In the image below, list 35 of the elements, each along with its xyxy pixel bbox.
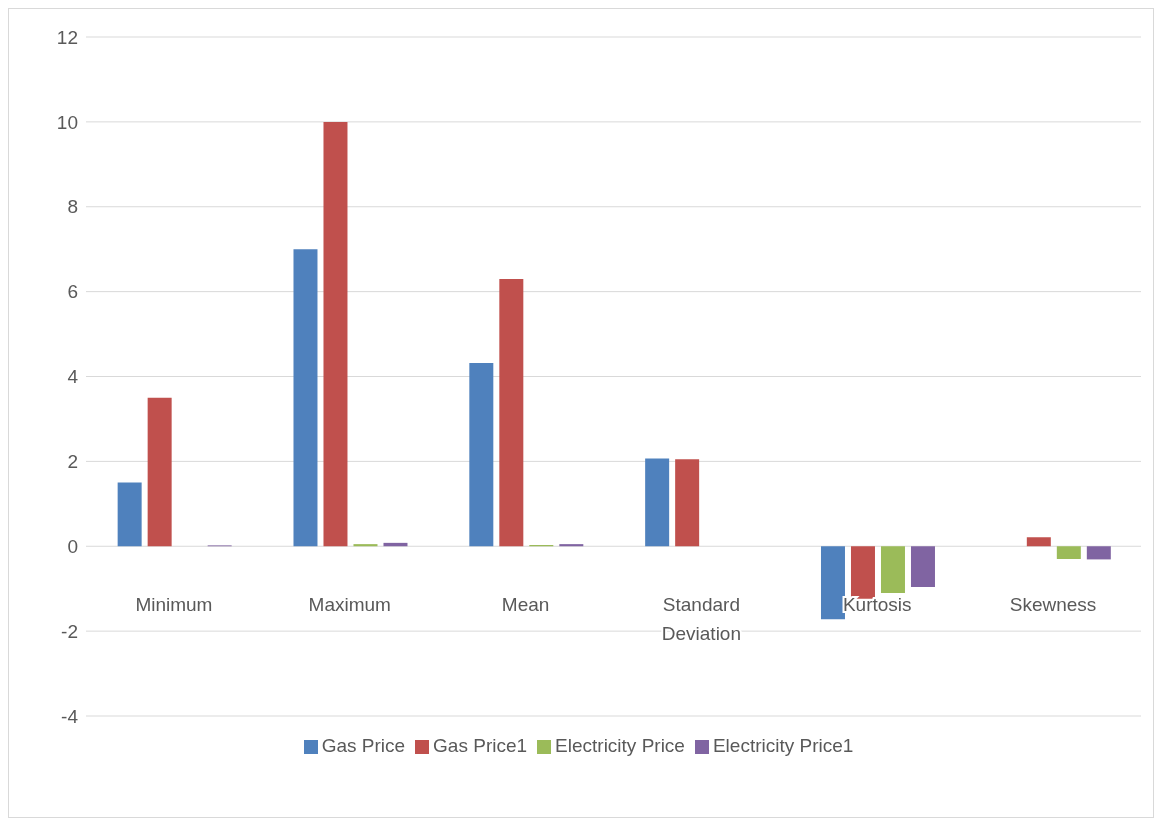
bar xyxy=(147,397,172,547)
bar xyxy=(1026,537,1051,547)
y-tick-label: 4 xyxy=(67,366,79,388)
y-tick-label: -2 xyxy=(61,620,78,642)
bar xyxy=(1086,546,1111,560)
bar xyxy=(645,458,670,547)
legend-label: Gas Price1 xyxy=(433,735,528,756)
bar xyxy=(850,546,875,599)
x-tick-label: Maximum xyxy=(308,594,391,616)
bar xyxy=(1056,546,1081,559)
legend-label: Gas Price xyxy=(321,735,406,756)
bar xyxy=(675,459,700,547)
x-tick-label: Skewness xyxy=(1009,594,1097,616)
y-tick-label: 6 xyxy=(67,281,78,303)
bar xyxy=(117,482,142,547)
x-tick-label: Mean xyxy=(501,594,550,616)
bar xyxy=(293,249,318,547)
y-tick-label: 2 xyxy=(67,451,78,473)
bar xyxy=(910,546,935,587)
y-tick-label: 12 xyxy=(56,26,78,48)
bar xyxy=(559,544,584,547)
bar xyxy=(880,546,905,593)
bar xyxy=(353,544,378,547)
legend-label: Electricity Price xyxy=(555,735,685,756)
bar xyxy=(469,362,494,547)
y-tick-label: 8 xyxy=(67,196,78,218)
x-tick-label: Minimum xyxy=(135,594,213,616)
y-tick-label: 10 xyxy=(56,111,78,133)
y-tick-label: -4 xyxy=(61,705,79,727)
y-tick-label: 0 xyxy=(67,535,78,557)
bar xyxy=(499,278,524,547)
bar xyxy=(323,121,348,547)
x-tick-label: Standard Deviation xyxy=(661,594,742,645)
bar xyxy=(820,546,845,620)
legend-label: Electricity Price1 xyxy=(712,735,854,756)
